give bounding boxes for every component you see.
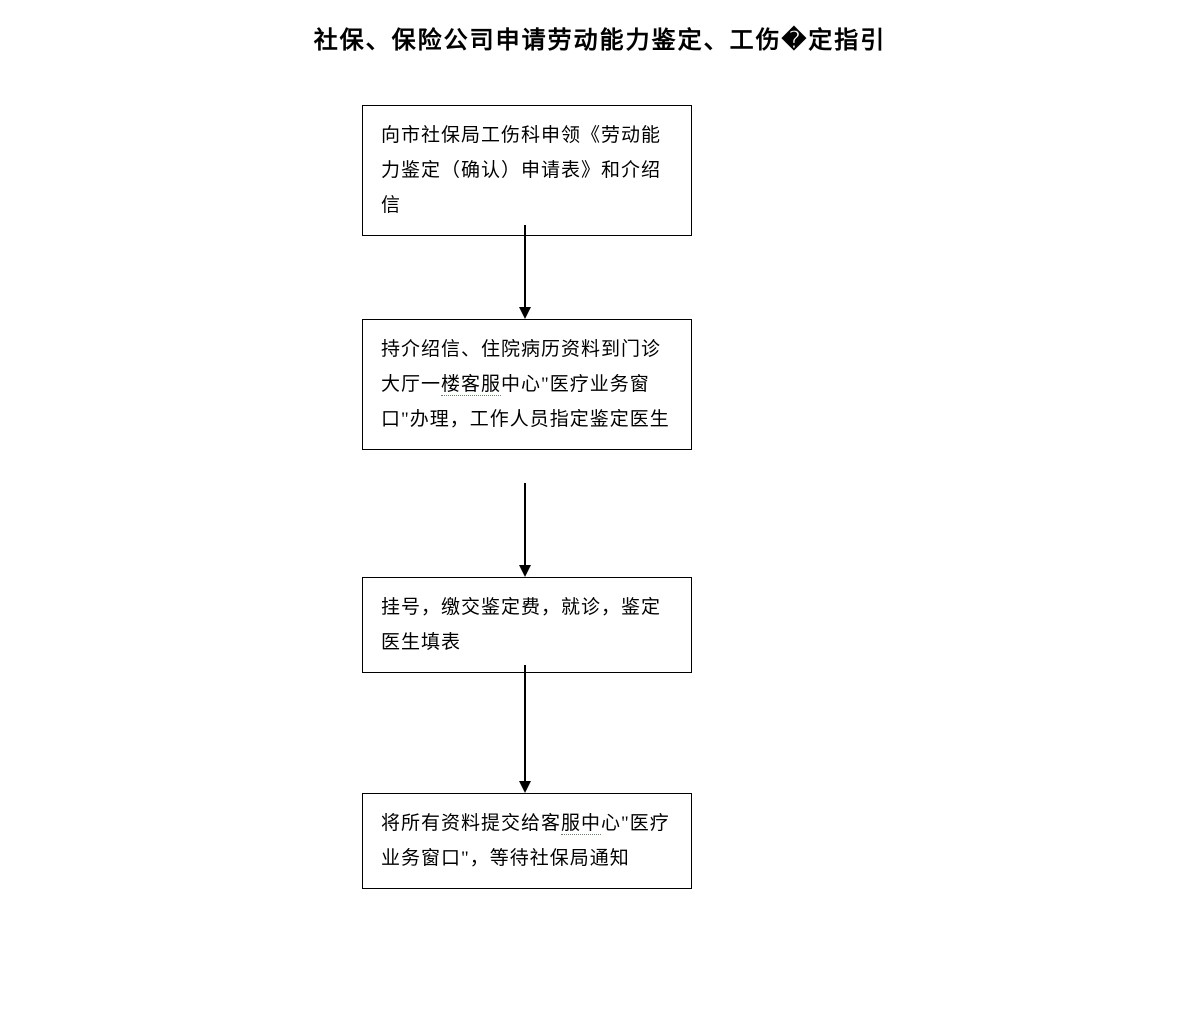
arrow-1-head [519,307,531,319]
arrow-1-line [524,225,526,307]
flow-step-3-text: 挂号，缴交鉴定费，就诊，鉴定医生填表 [381,597,661,653]
flow-step-4-underlined: 服中 [561,813,601,835]
page-title: 社保、保险公司申请劳动能力鉴定、工伤�定指引 [0,20,1200,55]
arrow-3-line [524,665,526,781]
flow-step-2-underlined: 楼客服 [441,374,501,396]
arrow-3-head [519,781,531,793]
arrow-2-line [524,483,526,565]
flow-step-1-text: 向市社保局工伤科申领《劳动能力鉴定（确认）申请表》和介绍信 [381,125,661,216]
flow-step-3: 挂号，缴交鉴定费，就诊，鉴定医生填表 [362,577,692,673]
flow-step-4-text-before: 将所有资料提交给客 [381,813,561,834]
arrow-2-head [519,565,531,577]
flow-step-4: 将所有资料提交给客服中心"医疗业务窗口"，等待社保局通知 [362,793,692,889]
flow-step-1: 向市社保局工伤科申领《劳动能力鉴定（确认）申请表》和介绍信 [362,105,692,236]
flow-step-2: 持介绍信、住院病历资料到门诊大厅一楼客服中心"医疗业务窗口"办理，工作人员指定鉴… [362,319,692,450]
